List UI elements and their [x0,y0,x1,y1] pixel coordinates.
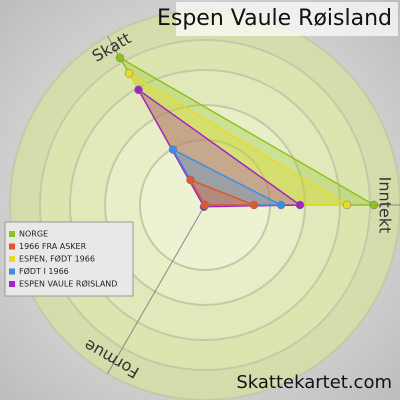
watermark: Skattekartet.com [236,372,392,393]
data-point [168,145,178,154]
series-area [188,178,255,206]
title-box [176,2,398,36]
legend-swatch [9,268,15,275]
data-point [115,53,125,63]
data-point [276,200,286,210]
legend: NORGE 1966 FRA ASKER ESPEN, FØDT 1966 FØDT … [4,221,134,297]
data-point [186,175,195,185]
legend-label: 1966 FRA ASKER [19,242,87,251]
legend-swatch [9,243,15,250]
legend-label: NORGE [19,230,48,239]
data-point [342,200,352,210]
legend-swatch [9,231,15,237]
data-point [124,69,134,78]
axis-line [107,204,206,375]
legend-swatch [9,281,15,287]
data-point [295,200,305,210]
data-point [134,85,143,95]
data-point [200,200,210,210]
legend-label: ESPEN VAULE RØISLAND [19,279,117,289]
legend-swatch [9,256,15,262]
axis-label: Inntekt [376,177,395,234]
legend-label: FØDT I 1966 [19,266,69,276]
legend-label: ESPEN, FØDT 1966 [19,254,95,264]
data-point [249,200,259,210]
legend-box [4,221,134,297]
data-point [369,200,379,210]
chart-title: Espen Vaule Røisland [157,6,392,31]
